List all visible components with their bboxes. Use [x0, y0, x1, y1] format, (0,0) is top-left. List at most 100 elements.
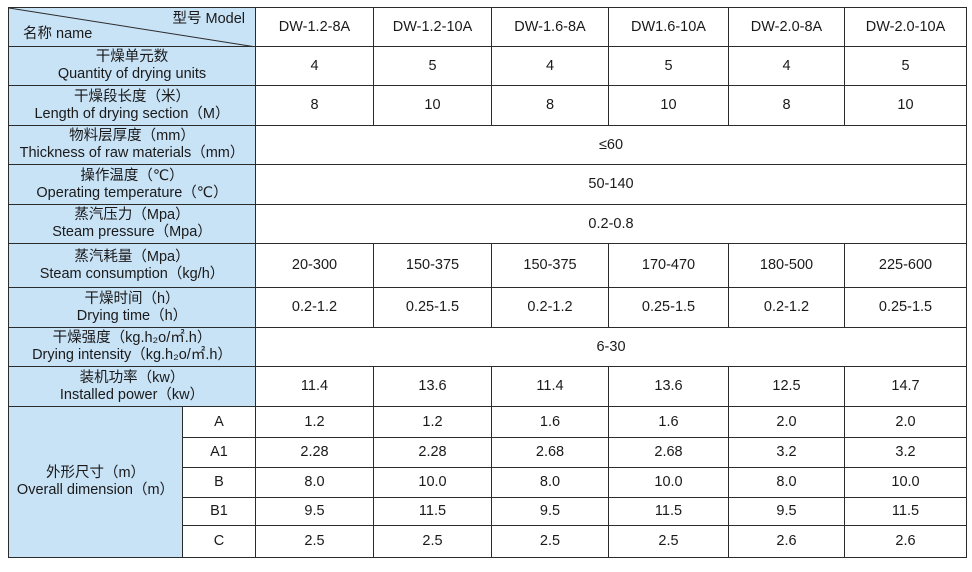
dimension-sub-label: B [182, 467, 256, 498]
model-header: DW-1.2-10A [373, 7, 492, 47]
value-cell: 5 [844, 46, 967, 86]
value-cell: 150-375 [373, 243, 492, 288]
header-corner-cell: 型号 Model 名称 name [8, 7, 256, 47]
merged-value-cell: 0.2-0.8 [255, 204, 967, 244]
value-cell: 170-470 [608, 243, 729, 288]
value-cell: 3.2 [844, 437, 967, 468]
label-zh: 物料层厚度（mm） [69, 128, 195, 144]
row-installed-power: 装机功率（kw） Installed power（kw） 11.4 13.6 11… [8, 366, 967, 407]
merged-value-cell: 50-140 [255, 164, 967, 205]
value-cell: 2.68 [608, 437, 729, 468]
row-operating-temperature: 操作温度（℃） Operating temperature（℃） 50-140 [8, 164, 967, 205]
value-cell: 13.6 [608, 366, 729, 407]
value-cell: 2.28 [255, 437, 374, 468]
value-cell: 8.0 [728, 467, 845, 498]
model-header: DW-2.0-8A [728, 7, 845, 47]
label-zh: 蒸汽耗量（Mpa） [74, 248, 190, 265]
label-zh: 干燥强度（kg.h₂o/㎡.h） [52, 330, 212, 346]
row-label: 蒸汽耗量（Mpa） Steam consumption（kg/h） [8, 243, 256, 288]
value-cell: 12.5 [728, 366, 845, 407]
dimension-row-c: C 2.5 2.5 2.5 2.5 2.6 2.6 [9, 525, 967, 558]
dimension-row-b1: B1 9.5 11.5 9.5 11.5 9.5 11.5 [9, 497, 967, 526]
value-cell: 180-500 [728, 243, 845, 288]
value-cell: 11.5 [844, 497, 967, 526]
value-cell: 8.0 [255, 467, 374, 498]
dimension-label: 外形尺寸（m） Overall dimension（m） [8, 406, 183, 558]
row-steam-consumption: 蒸汽耗量（Mpa） Steam consumption（kg/h） 20-300 … [8, 243, 967, 288]
name-header-label: 名称 name [23, 26, 93, 42]
value-cell: 3.2 [728, 437, 845, 468]
value-cell: 2.5 [255, 525, 374, 558]
value-cell: 2.0 [844, 406, 967, 438]
value-cell: 0.25-1.5 [844, 287, 967, 328]
value-cell: 8 [728, 85, 845, 126]
dimension-row-b: B 8.0 10.0 8.0 10.0 8.0 10.0 [9, 467, 967, 498]
value-cell: 2.0 [728, 406, 845, 438]
row-label: 操作温度（℃） Operating temperature（℃） [8, 164, 256, 205]
diagonal-divider [9, 8, 250, 46]
value-cell: 4 [491, 46, 609, 86]
value-cell: 0.25-1.5 [373, 287, 492, 328]
label-zh: 装机功率（kw） [79, 369, 185, 386]
dimension-sub-label: A1 [182, 437, 256, 468]
value-cell: 4 [728, 46, 845, 86]
row-section-length: 干燥段长度（米） Length of drying section（M） 8 10… [8, 85, 967, 126]
value-cell: 5 [373, 46, 492, 86]
value-cell: 2.28 [373, 437, 492, 468]
label-en: Operating temperature（℃） [36, 184, 228, 201]
value-cell: 1.6 [491, 406, 609, 438]
value-cell: 150-375 [491, 243, 609, 288]
value-cell: 9.5 [255, 497, 374, 526]
value-cell: 1.2 [255, 406, 374, 438]
value-cell: 10.0 [373, 467, 492, 498]
value-cell: 10.0 [608, 467, 729, 498]
value-cell: 10 [844, 85, 967, 126]
row-drying-units: 干燥单元数 Quantity of drying units 4 5 4 5 4 … [8, 46, 967, 86]
row-label: 干燥时间（h） Drying time（h） [8, 287, 256, 328]
value-cell: 0.2-1.2 [255, 287, 374, 328]
label-zh: 干燥单元数 [95, 49, 169, 65]
label-en: Quantity of drying units [57, 66, 207, 82]
label-zh: 干燥时间（h） [84, 290, 180, 307]
value-cell: 9.5 [491, 497, 609, 526]
value-cell: 0.2-1.2 [728, 287, 845, 328]
spec-table: 型号 Model 名称 name DW-1.2-8A DW-1.2-10A DW… [8, 7, 967, 558]
label-zh: 干燥段长度（米） [74, 88, 190, 105]
value-cell: 0.2-1.2 [491, 287, 609, 328]
label-en: Length of drying section（M） [34, 105, 230, 122]
header-row: 型号 Model 名称 name DW-1.2-8A DW-1.2-10A DW… [8, 7, 967, 47]
row-label: 干燥单元数 Quantity of drying units [8, 46, 256, 86]
label-zh: 操作温度（℃） [80, 167, 184, 184]
value-cell: 10 [373, 85, 492, 126]
row-drying-time: 干燥时间（h） Drying time（h） 0.2-1.2 0.25-1.5 0… [8, 287, 967, 328]
value-cell: 13.6 [373, 366, 492, 407]
label-en: Thickness of raw materials（mm） [19, 145, 245, 161]
label-zh: 外形尺寸（m） [45, 465, 146, 481]
value-cell: 2.5 [373, 525, 492, 558]
label-zh: 蒸汽压力（Mpa） [74, 207, 190, 223]
value-cell: 2.5 [491, 525, 609, 558]
value-cell: 1.6 [608, 406, 729, 438]
value-cell: 4 [255, 46, 374, 86]
row-label: 蒸汽压力（Mpa） Steam pressure（Mpa） [8, 204, 256, 244]
value-cell: 5 [608, 46, 729, 86]
merged-value-cell: 6-30 [255, 327, 967, 367]
label-en: Installed power（kw） [59, 386, 205, 403]
value-cell: 9.5 [728, 497, 845, 526]
value-cell: 2.5 [608, 525, 729, 558]
value-cell: 2.6 [728, 525, 845, 558]
value-cell: 20-300 [255, 243, 374, 288]
row-label: 物料层厚度（mm） Thickness of raw materials（mm） [8, 125, 256, 165]
value-cell: 11.4 [491, 366, 609, 407]
value-cell: 10.0 [844, 467, 967, 498]
label-en: Steam pressure（Mpa） [52, 224, 212, 240]
value-cell: 8 [491, 85, 609, 126]
merged-value-cell: ≤60 [255, 125, 967, 165]
row-material-thickness: 物料层厚度（mm） Thickness of raw materials（mm） … [8, 125, 967, 165]
row-label: 干燥段长度（米） Length of drying section（M） [8, 85, 256, 126]
dimension-sub-label: A [182, 406, 256, 438]
label-en: Drying time（h） [76, 307, 188, 324]
dimension-sub-label: C [182, 525, 256, 558]
label-en: Overall dimension（m） [16, 482, 175, 498]
model-header: DW-1.2-8A [255, 7, 374, 47]
